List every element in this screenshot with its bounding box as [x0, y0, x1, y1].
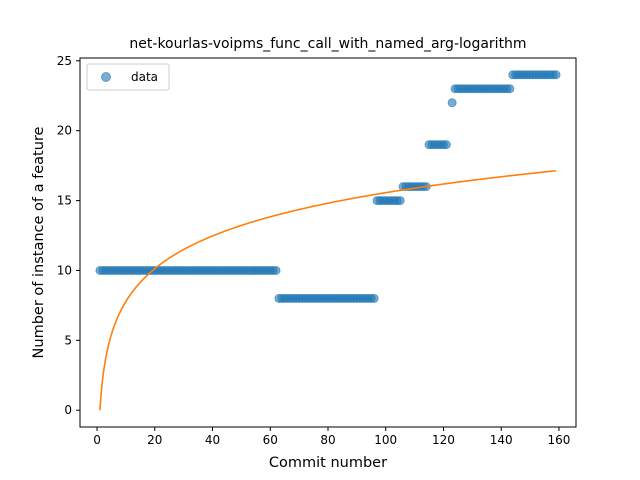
x-tick-label: 160 [548, 433, 571, 447]
x-tick-label: 100 [374, 433, 397, 447]
data-point [505, 84, 515, 94]
legend-label-data: data [131, 70, 158, 84]
data-point [551, 70, 561, 80]
x-tick-label: 80 [320, 433, 335, 447]
data-point [271, 265, 281, 275]
legend-marker-data [101, 72, 111, 82]
plot-area [95, 70, 561, 411]
y-tick-label: 20 [57, 124, 72, 138]
x-tick-label: 60 [263, 433, 278, 447]
y-axis-label: Number of instance of a feature [31, 126, 47, 358]
x-tick-label: 120 [432, 433, 455, 447]
data-point [447, 98, 457, 108]
y-tick-label: 5 [64, 333, 72, 347]
y-tick-label: 0 [64, 403, 72, 417]
x-axis-label: Commit number [269, 455, 387, 471]
legend: data [86, 63, 170, 91]
y-tick-label: 15 [57, 194, 72, 208]
axis-ticks: 0 20 40 60 80 100 120 140 160 0 5 10 15 20 25 [57, 54, 571, 447]
data-point [395, 196, 405, 206]
chart-title: net-kourlas-voipms_func_call_with_named_… [129, 36, 526, 52]
legend-box [86, 63, 170, 91]
data-point [369, 293, 379, 303]
data-point [441, 140, 451, 150]
x-tick-label: 140 [490, 433, 513, 447]
fit-line [99, 169, 557, 411]
axes-frame [79, 57, 577, 428]
y-tick-label: 10 [57, 263, 72, 277]
x-tick-label: 20 [147, 433, 162, 447]
y-tick-label: 25 [57, 54, 72, 68]
x-tick-label: 40 [205, 433, 220, 447]
x-tick-label: 0 [93, 433, 101, 447]
